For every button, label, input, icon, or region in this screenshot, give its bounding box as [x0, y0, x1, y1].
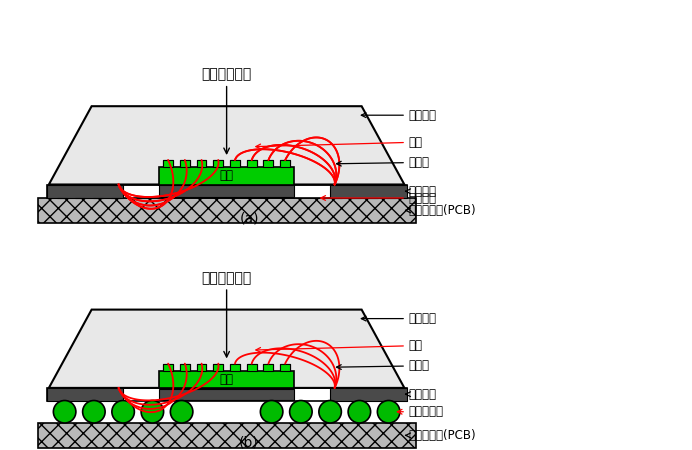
- Bar: [46, 184, 407, 198]
- Text: 晶片: 晶片: [219, 170, 234, 182]
- Bar: [46, 388, 123, 400]
- Circle shape: [260, 400, 283, 423]
- Bar: [247, 160, 257, 167]
- Text: 封裝外殼: 封裝外殼: [361, 109, 437, 122]
- Text: 印刷電路板(PCB): 印刷電路板(PCB): [406, 204, 477, 217]
- Text: 印刷電路板(PCB): 印刷電路板(PCB): [406, 429, 477, 442]
- Circle shape: [348, 400, 371, 423]
- Bar: [46, 388, 407, 400]
- Bar: [264, 364, 273, 371]
- Bar: [159, 167, 294, 184]
- Bar: [264, 160, 273, 167]
- Bar: [247, 364, 257, 371]
- Circle shape: [112, 400, 134, 423]
- Bar: [163, 160, 173, 167]
- Text: (a): (a): [239, 211, 259, 225]
- Polygon shape: [49, 310, 404, 388]
- Bar: [213, 364, 224, 371]
- Bar: [330, 184, 407, 198]
- Circle shape: [319, 400, 341, 423]
- Circle shape: [290, 400, 312, 423]
- Circle shape: [170, 400, 193, 423]
- Text: (b): (b): [239, 436, 259, 450]
- Text: 導線載板: 導線載板: [406, 388, 437, 400]
- Bar: [213, 160, 224, 167]
- Bar: [230, 160, 240, 167]
- Bar: [159, 371, 294, 388]
- Text: 晶片: 晶片: [219, 373, 234, 386]
- Bar: [247, 160, 257, 167]
- Circle shape: [377, 400, 400, 423]
- Bar: [264, 160, 273, 167]
- Bar: [213, 364, 224, 371]
- Bar: [264, 364, 273, 371]
- Bar: [280, 160, 290, 167]
- Circle shape: [82, 400, 105, 423]
- Text: 黏著墊: 黏著墊: [336, 360, 430, 372]
- Text: 晶片正面朝上: 晶片正面朝上: [201, 271, 252, 285]
- Bar: [159, 371, 294, 388]
- Text: 晶片正面朝上: 晶片正面朝上: [201, 68, 252, 81]
- Bar: [213, 160, 224, 167]
- Bar: [46, 184, 123, 198]
- Bar: [197, 160, 206, 167]
- Bar: [163, 160, 173, 167]
- Text: 金屬接腳: 金屬接腳: [321, 192, 437, 204]
- Polygon shape: [49, 106, 404, 184]
- Text: 外部金屬球: 外部金屬球: [397, 405, 444, 418]
- Bar: [230, 364, 240, 371]
- Bar: [280, 160, 290, 167]
- Circle shape: [141, 400, 163, 423]
- Bar: [180, 160, 190, 167]
- Bar: [159, 185, 294, 197]
- Bar: [159, 167, 294, 184]
- Circle shape: [53, 400, 76, 423]
- Bar: [180, 160, 190, 167]
- Bar: [197, 160, 206, 167]
- Bar: [37, 423, 416, 448]
- Text: 導線載板: 導線載板: [406, 185, 437, 198]
- Text: 金線: 金線: [256, 339, 423, 352]
- Bar: [197, 364, 206, 371]
- Bar: [230, 364, 240, 371]
- Bar: [280, 364, 290, 371]
- Bar: [37, 198, 416, 223]
- Text: 金線: 金線: [256, 136, 423, 149]
- Text: 黏著墊: 黏著墊: [336, 156, 430, 169]
- Bar: [163, 364, 173, 371]
- Bar: [247, 364, 257, 371]
- Text: 封裝外殼: 封裝外殼: [361, 312, 437, 325]
- Bar: [330, 388, 407, 400]
- Bar: [163, 364, 173, 371]
- Bar: [280, 364, 290, 371]
- Bar: [159, 389, 294, 400]
- Bar: [197, 364, 206, 371]
- Bar: [180, 364, 190, 371]
- Bar: [180, 364, 190, 371]
- Bar: [230, 160, 240, 167]
